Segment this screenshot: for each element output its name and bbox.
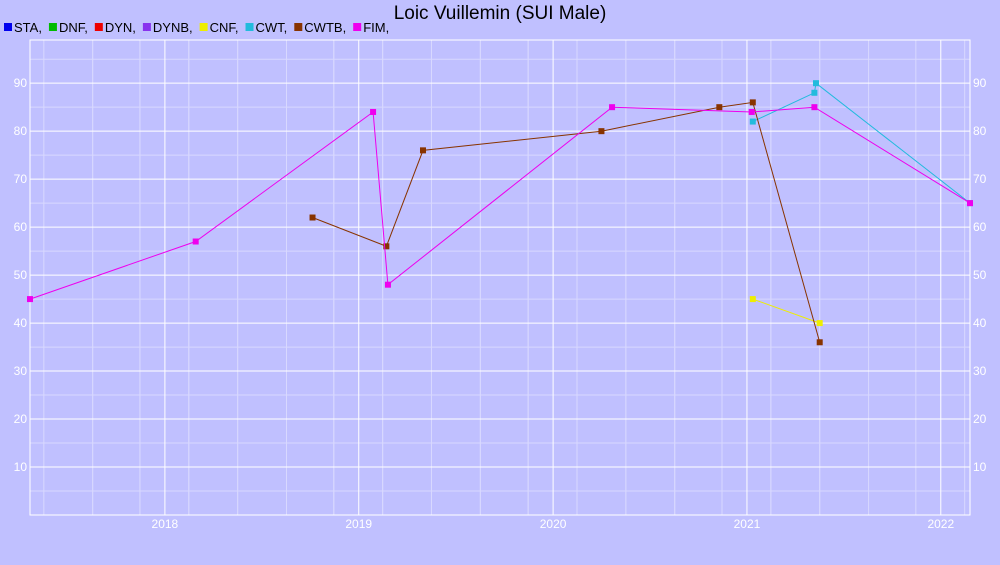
data-point [749, 118, 756, 125]
data-point [192, 238, 199, 245]
y-tick-label-left: 50 [14, 268, 28, 282]
legend-swatch [4, 23, 12, 31]
series-fim [27, 104, 973, 303]
x-tick-label: 2020 [540, 517, 567, 531]
data-point [749, 296, 756, 303]
series-line [29, 106, 971, 300]
legend-swatch [294, 23, 303, 31]
x-tick-label: 2022 [927, 517, 954, 531]
data-point [609, 104, 616, 111]
y-tick-label-left: 40 [14, 316, 28, 330]
legend-label: DNF, [59, 20, 88, 35]
series-line [752, 298, 820, 324]
y-tick-label-right: 80 [973, 124, 987, 138]
x-tick-label: 2019 [345, 517, 372, 531]
y-tick-label-right: 70 [973, 172, 987, 186]
y-tick-label-right: 10 [973, 460, 987, 474]
data-point [716, 104, 723, 111]
legend-label: CWT, [256, 20, 288, 35]
data-point [27, 296, 33, 303]
legend-swatch [94, 23, 103, 31]
data-point [309, 214, 316, 221]
data-point [749, 99, 756, 106]
plot-area [30, 40, 970, 515]
plot-border [29, 39, 971, 516]
data-point [967, 200, 973, 207]
data-point [384, 281, 391, 288]
data-point [811, 104, 818, 111]
data-point [419, 147, 426, 154]
legend-label: FIM, [363, 20, 389, 35]
y-tick-label-left: 80 [14, 124, 28, 138]
y-tick-label-right: 90 [973, 76, 987, 90]
y-tick-label-right: 50 [973, 268, 987, 282]
y-tick-label-right: 60 [973, 220, 987, 234]
chart-title: Loic Vuillemin (SUI Male) [394, 3, 607, 24]
series-layer [27, 80, 973, 346]
data-point [748, 108, 755, 115]
legend: STA, DNF, DYN, DYNB, CNF, CWT, CWTB, FIM, [4, 20, 389, 35]
data-point [816, 320, 823, 327]
legend-label: CNF, [210, 20, 239, 35]
data-point [370, 108, 377, 115]
legend-swatch [48, 23, 57, 31]
legend-swatch [199, 23, 208, 31]
y-tick-label-left: 70 [14, 172, 28, 186]
legend-label: DYNB, [153, 20, 193, 35]
y-tick-label-right: 40 [973, 316, 987, 330]
legend-swatch [142, 23, 151, 31]
y-tick-label-left: 90 [14, 76, 28, 90]
legend-swatch [353, 23, 362, 31]
x-tick-label: 2018 [152, 517, 179, 531]
legend-label: CWTB, [304, 20, 346, 35]
y-tick-label-right: 30 [973, 364, 987, 378]
data-point [811, 89, 818, 96]
legend-label: DYN, [105, 20, 136, 35]
series-cnf [749, 296, 823, 327]
data-point [598, 128, 605, 135]
y-tick-label-right: 20 [973, 412, 987, 426]
y-tick-label-left: 10 [14, 460, 28, 474]
x-tick-label: 2021 [734, 517, 761, 531]
series-cwtb [309, 99, 823, 346]
legend-label: STA, [14, 20, 42, 35]
data-point [383, 243, 390, 250]
series-line [752, 82, 971, 204]
y-tick-label-left: 60 [14, 220, 28, 234]
y-tick-label-left: 30 [14, 364, 28, 378]
data-point [812, 80, 819, 87]
y-tick-label-left: 20 [14, 412, 28, 426]
grid [30, 40, 970, 515]
legend-swatch [245, 23, 254, 31]
data-point [816, 339, 823, 346]
